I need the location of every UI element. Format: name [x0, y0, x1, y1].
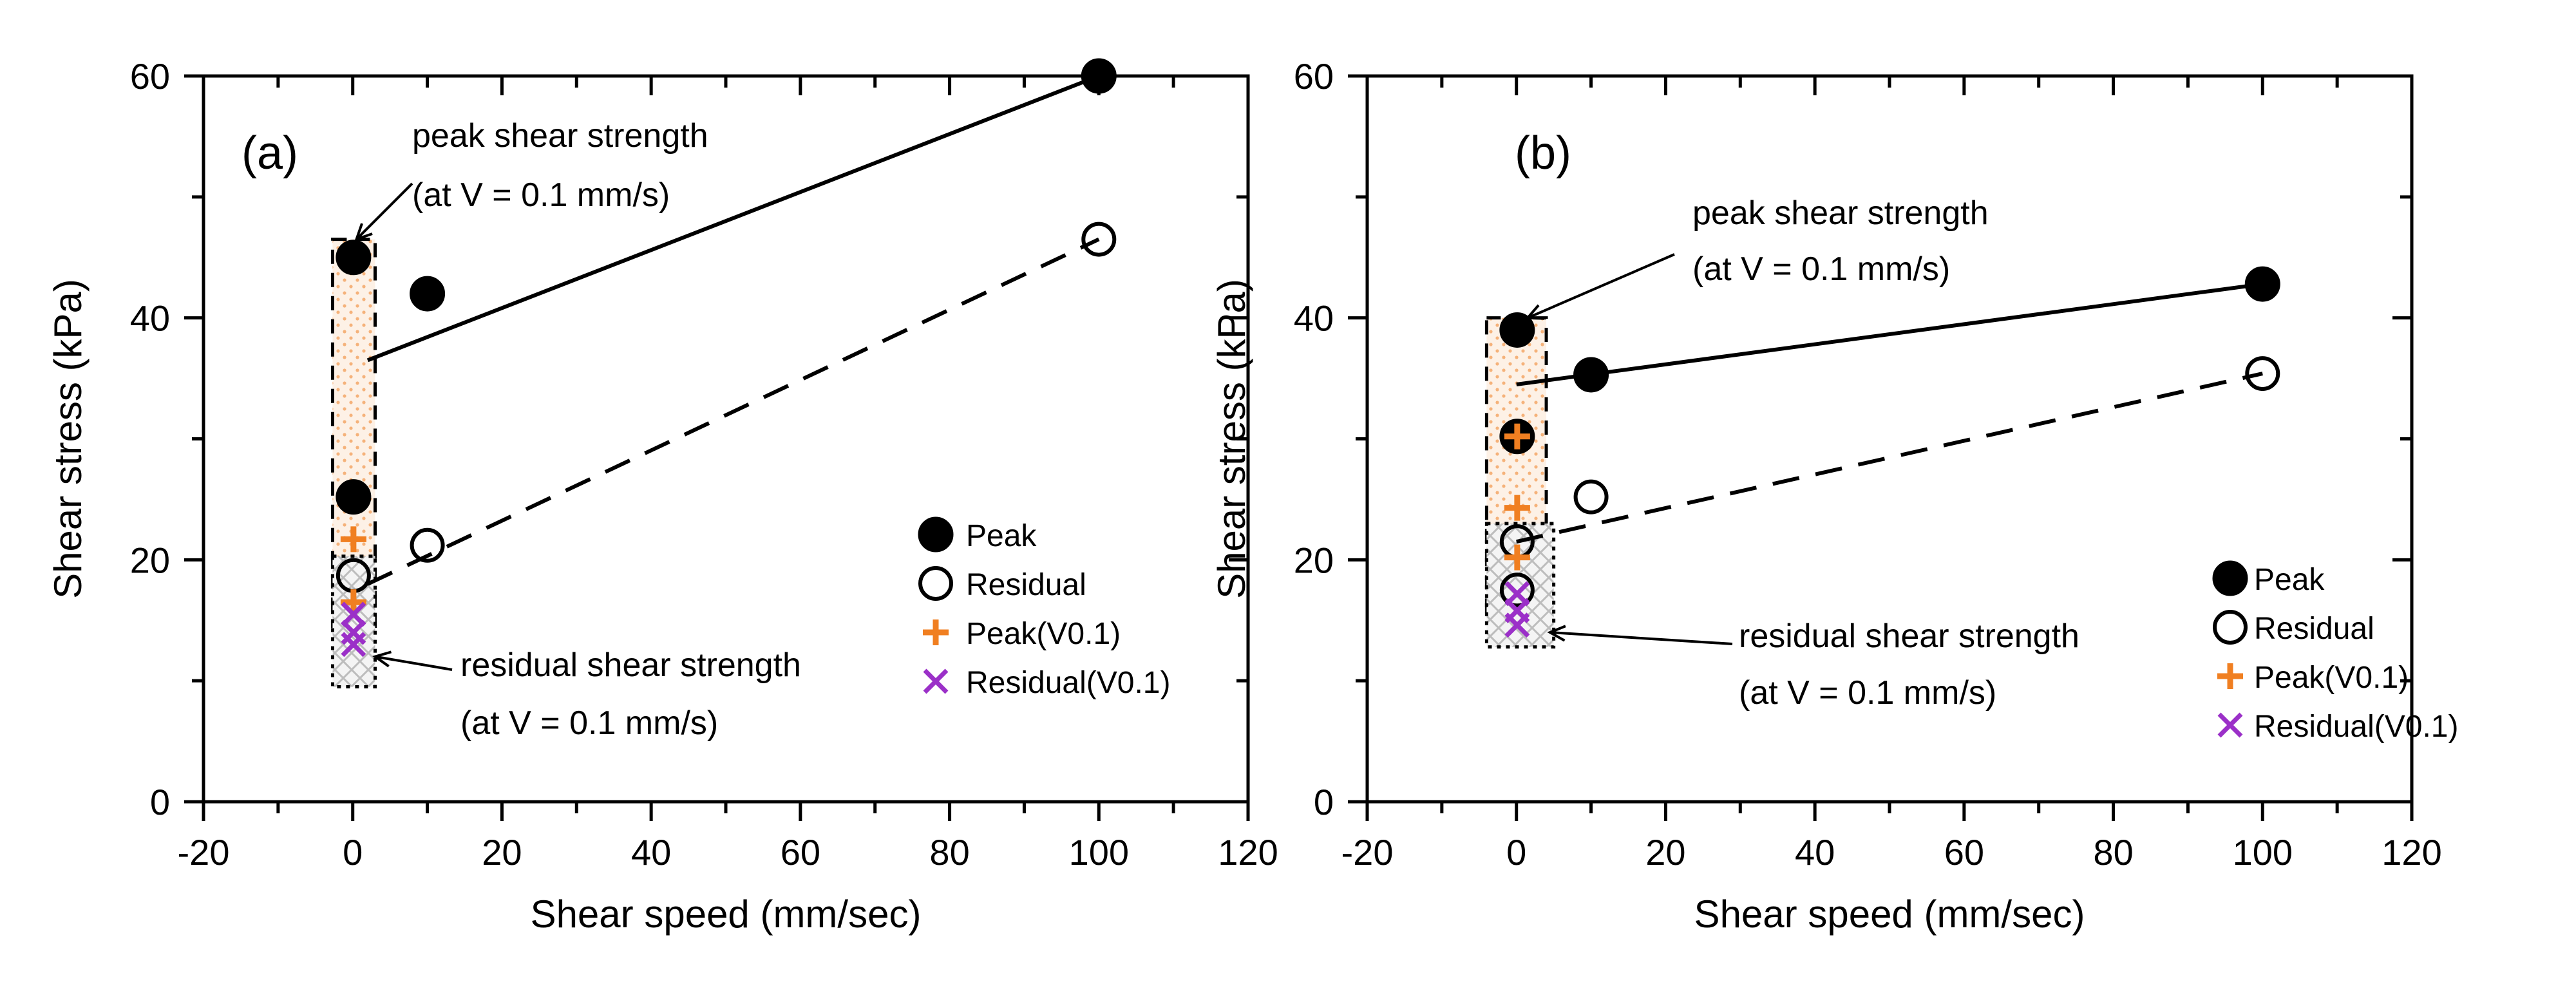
point-filled-circle: [1499, 312, 1535, 348]
annotation-arrow: [1549, 631, 1733, 645]
point-filled-circle: [2244, 266, 2280, 302]
x-tick-label: -20: [1341, 832, 1394, 873]
annotation-text: (at V = 0.1 mm/s): [412, 176, 670, 214]
legend-label: Residual(V0.1): [966, 666, 1170, 700]
x-tick-label: -20: [178, 832, 230, 873]
point-plus: [1504, 495, 1530, 521]
legend-label: Peak: [966, 519, 1037, 553]
point-cross: [341, 632, 366, 657]
legend-marker: [2212, 560, 2248, 596]
x-axis-label: Shear speed (mm/sec): [1694, 893, 2085, 936]
x-tick-label: 0: [343, 832, 363, 873]
annotation-arrow: [1527, 253, 1675, 319]
y-tick-label: 0: [1314, 782, 1334, 822]
annotation-text: residual shear strength: [460, 647, 801, 684]
legend-label: Peak(V0.1): [966, 617, 1121, 651]
point-cross: [1504, 612, 1530, 638]
legend-marker: [923, 668, 949, 694]
point-filled-circle: [336, 479, 372, 515]
annotation-text: peak shear strength: [1692, 194, 1989, 232]
legend-label: Peak(V0.1): [2254, 661, 2409, 695]
legend-marker: [2217, 712, 2243, 738]
residual-trend-line: [1516, 372, 2263, 544]
point-filled-circle: [410, 276, 446, 312]
panel-label: (b): [1515, 128, 1571, 179]
legend-label: Residual(V0.1): [2254, 710, 2458, 744]
y-axis-label: Shear stress (kPa): [46, 279, 90, 599]
x-tick-label: 20: [482, 832, 522, 873]
y-tick-label: 20: [1294, 540, 1334, 580]
point-plus: [340, 526, 366, 553]
x-axis-label: Shear speed (mm/sec): [531, 893, 922, 936]
x-tick-label: 40: [1795, 832, 1835, 873]
peak-trend-line: [366, 74, 1100, 363]
annotation-text: (at V = 0.1 mm/s): [460, 704, 718, 742]
annotation-arrowhead: [372, 650, 392, 668]
x-tick-label: 80: [2093, 832, 2133, 873]
y-tick-label: 0: [150, 782, 170, 822]
legend-marker: [923, 619, 949, 645]
x-tick-label: 40: [631, 832, 671, 873]
x-tick-label: 120: [2382, 832, 2441, 873]
x-tick-label: 80: [929, 832, 969, 873]
x-tick-label: 100: [2233, 832, 2293, 873]
legend-marker: [918, 516, 954, 553]
point-plus: [340, 589, 366, 616]
legend-label: Peak: [2254, 563, 2325, 597]
annotation-text: peak shear strength: [412, 117, 708, 155]
legend-marker: [2217, 663, 2243, 689]
y-tick-label: 40: [1294, 298, 1334, 339]
point-open-circle: [1081, 222, 1117, 257]
point-plus: [1504, 544, 1530, 571]
legend-label: Residual: [966, 568, 1086, 602]
point-open-circle: [410, 527, 445, 563]
legend-label: Residual: [2254, 612, 2374, 646]
annotation-arrowhead: [1524, 304, 1545, 320]
panel-label: (a): [242, 128, 298, 179]
y-tick-label: 60: [1294, 56, 1334, 97]
annotation-text: (at V = 0.1 mm/s): [1739, 674, 1996, 712]
point-filled-circle: [1573, 357, 1609, 393]
annotation-arrowhead: [354, 223, 373, 241]
y-tick-label: 40: [130, 298, 170, 339]
annotation-arrow: [355, 182, 413, 240]
annotation-text: (at V = 0.1 mm/s): [1692, 250, 1950, 288]
point-open-circle: [2245, 356, 2280, 392]
point-filled-circle: [1081, 58, 1117, 94]
point-open-circle: [1499, 572, 1535, 608]
y-tick-label: 60: [130, 56, 170, 97]
x-tick-label: 120: [1218, 832, 1278, 873]
point-filled-circle: [336, 240, 372, 276]
legend-marker: [918, 566, 953, 601]
x-tick-label: 20: [1645, 832, 1685, 873]
point-open-circle: [1573, 479, 1609, 515]
point-cross: [341, 601, 366, 627]
peak-trend-line: [1516, 282, 2263, 386]
y-tick-label: 20: [130, 540, 170, 580]
residual-trend-line: [366, 237, 1100, 586]
annotation-arrow: [375, 655, 453, 671]
legend-marker: [2213, 610, 2248, 645]
y-axis-label: Shear stress (kPa): [1210, 279, 1253, 599]
x-tick-label: 0: [1506, 832, 1526, 873]
annotation-arrowhead: [1547, 625, 1566, 642]
x-tick-label: 60: [1944, 832, 1984, 873]
x-tick-label: 60: [781, 832, 820, 873]
x-tick-label: 100: [1069, 832, 1129, 873]
point-plus: [1504, 423, 1530, 449]
annotation-text: residual shear strength: [1739, 618, 2079, 655]
